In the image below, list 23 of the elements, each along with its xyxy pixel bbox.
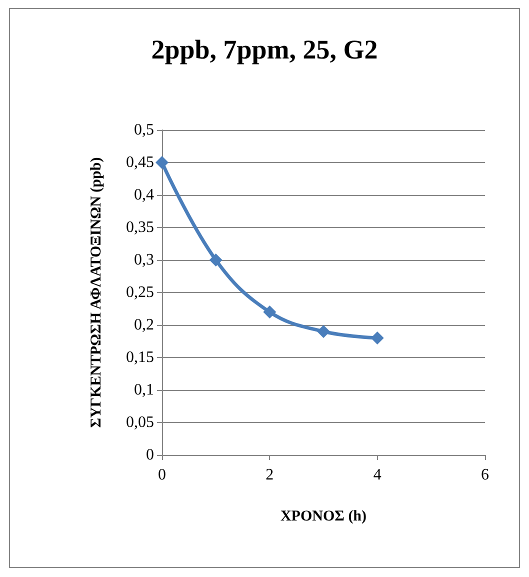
x-tick-label: 0 [158,466,166,484]
y-tick-label: 0,2 [134,316,154,334]
y-tick-label: 0,25 [126,284,154,301]
y-axis-title: ΣΥΓΚΕΝΤΡΩΣΗ ΑΦΛΑΤΟΞΙΝΩΝ (ppb) [88,157,104,428]
x-axis-title: ΧΡΟΝΟΣ (h) [280,508,367,524]
y-tick-label: 0,05 [126,414,154,431]
point [263,306,276,318]
x-tick-label: 2 [266,466,274,484]
x-tick-label: 4 [373,466,382,484]
y-tick-label: 0,3 [134,252,154,268]
y-tick-label: 0,5 [134,122,154,138]
y-tick-label: 0,1 [134,382,154,398]
y-tick-label: 0 [146,446,154,464]
point [370,332,384,344]
y-tick-label: 0,4 [134,186,154,204]
x-tick-label: 6 [481,466,489,484]
point [317,325,330,338]
y-tick-label: 0,35 [126,219,154,236]
chart-title: 2ppb, 7ppm, 25, G2 [151,34,378,64]
point [209,254,222,266]
y-tick-label: 0,15 [126,349,154,366]
y-tick-label: 0,45 [126,154,154,171]
point [156,156,168,169]
